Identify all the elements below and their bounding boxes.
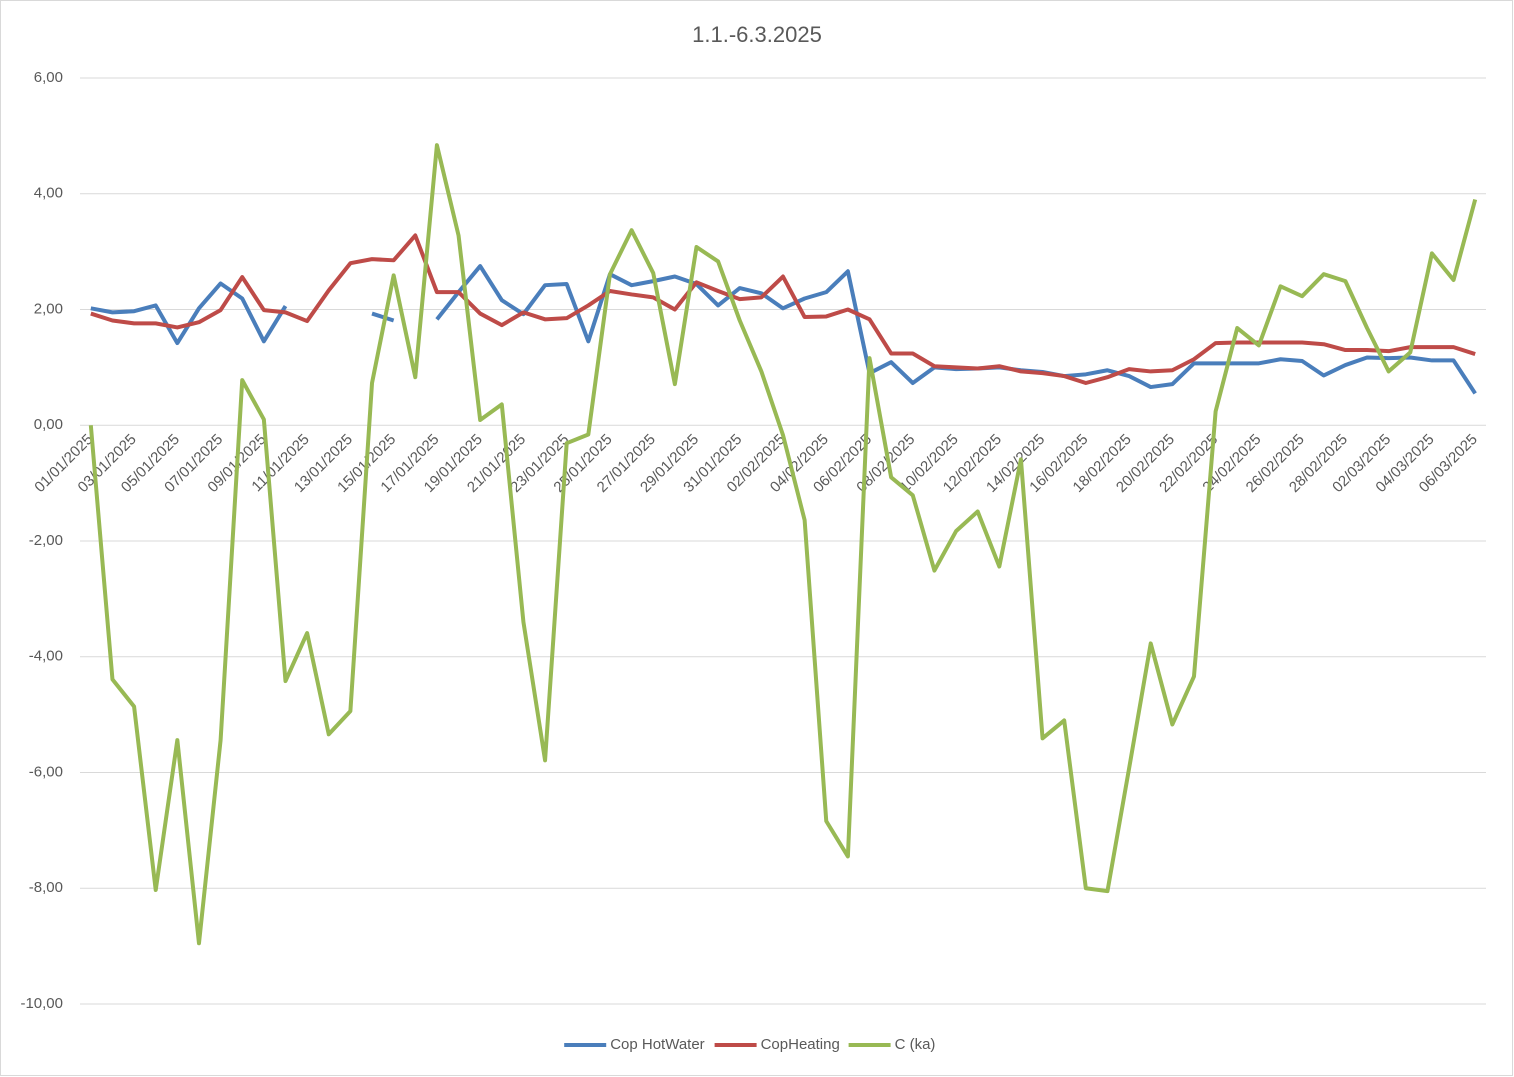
series-line	[90, 233, 1476, 385]
y-tick-label: 4,00	[34, 185, 63, 202]
chart-title: 1.1.-6.3.2025	[692, 22, 822, 47]
legend-label: CopHeating	[761, 1036, 840, 1053]
y-tick-label: 2,00	[34, 300, 63, 317]
y-tick-label: -8,00	[29, 879, 63, 896]
y-tick-label: -4,00	[29, 648, 63, 665]
legend-label: Cop HotWater	[610, 1036, 704, 1053]
y-tick-label: -10,00	[20, 995, 63, 1012]
y-tick-label: -2,00	[29, 532, 63, 549]
y-tick-label: 6,00	[34, 69, 63, 86]
series-line	[88, 143, 1478, 946]
legend-label: C (ka)	[895, 1036, 936, 1053]
y-tick-label: 0,00	[34, 416, 63, 433]
y-tick-label: -6,00	[29, 763, 63, 780]
